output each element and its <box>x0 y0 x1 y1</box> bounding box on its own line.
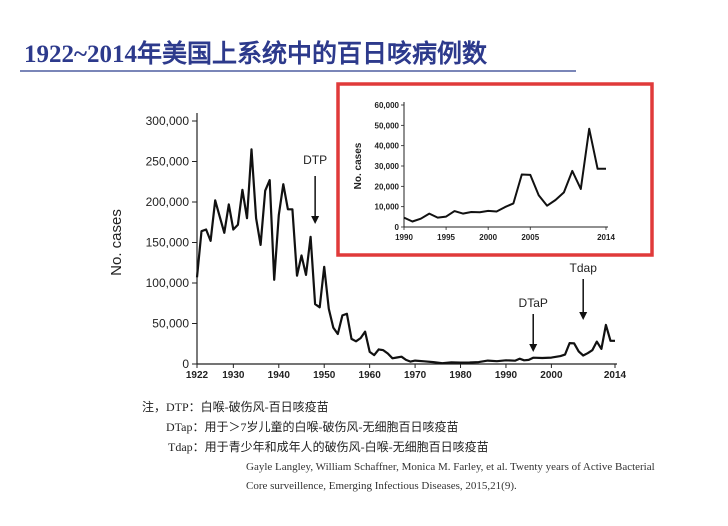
x-tick-label: 2000 <box>540 370 563 381</box>
inset-x-tick-label: 2005 <box>521 233 539 242</box>
y-tick-label: 100,000 <box>146 276 190 290</box>
note-dtp: 注，DTP：白喉-破伤风-百日咳疫苗 <box>142 400 329 414</box>
annotation-arrow-head <box>311 216 320 224</box>
inset-y-tick-label: 60,000 <box>375 101 400 110</box>
inset-x-tick-label: 1995 <box>437 233 455 242</box>
note-tdap: Tdap：用于青少年和成年人的破伤风-白喉-无细胞百日咳疫苗 <box>168 440 489 454</box>
annotation-label: Tdap <box>570 261 598 275</box>
y-axis-label: No. cases <box>108 209 125 276</box>
annotation-arrow-head <box>529 344 538 352</box>
y-tick-label: 250,000 <box>146 155 190 169</box>
inset-y-axis-label: No. cases <box>353 142 364 189</box>
x-tick-label: 1922 <box>186 370 209 381</box>
main-chart: 0 50,000 100,000 150,000 200,000 250,000 300,0… <box>108 113 627 381</box>
x-tick-label: 1930 <box>222 370 245 381</box>
slide-title: 1922~2014年美国上系统中的百日咳病例数 <box>24 41 488 68</box>
annotation-arrow-head <box>579 312 588 320</box>
y-tick-label: 300,000 <box>146 114 190 128</box>
x-tick-label: 2014 <box>604 370 627 381</box>
x-tick-label: 1980 <box>449 370 472 381</box>
title-underline <box>20 70 576 72</box>
inset-cases-series-line <box>403 127 606 223</box>
inset-y-tick-label: 10,000 <box>375 203 400 212</box>
inset-y-tick-label: 50,000 <box>375 121 400 130</box>
note-dtap: DTap：用于＞7岁儿童的白喉-破伤风-无细胞百日咳疫苗 <box>166 420 459 434</box>
inset-y-tick-label: 30,000 <box>375 162 400 171</box>
inset-y-tick-label: 40,000 <box>375 142 400 151</box>
x-tick-label: 1940 <box>268 370 291 381</box>
inset-y-tick-label: 20,000 <box>375 182 400 191</box>
y-tick-label: 150,000 <box>146 236 190 250</box>
annotation-label: DTaP <box>519 296 548 310</box>
annotation-label: DTP <box>303 153 327 167</box>
inset-chart: 0 10,000 20,000 30,000 40,000 50,000 60,000 199… <box>336 82 654 257</box>
inset-x-tick-label: 2000 <box>479 233 497 242</box>
x-tick-label: 1970 <box>404 370 427 381</box>
x-tick-label: 1950 <box>313 370 336 381</box>
inset-y-tick-label: 0 <box>395 223 400 232</box>
inset-x-tick-label: 1990 <box>395 233 413 242</box>
inset-x-tick-label: 2014 <box>597 233 615 242</box>
y-tick-label: 200,000 <box>146 195 190 209</box>
x-tick-label: 1960 <box>359 370 382 381</box>
cases-series-line <box>195 148 615 365</box>
y-tick-label: 50,000 <box>152 317 189 331</box>
y-tick-label: 0 <box>182 357 189 371</box>
citation-line-1: Gayle Langley, William Schaffner, Monica… <box>246 461 655 473</box>
x-tick-label: 1990 <box>495 370 518 381</box>
citation-line-2: Core surveillence, Emerging Infectious D… <box>246 480 517 492</box>
